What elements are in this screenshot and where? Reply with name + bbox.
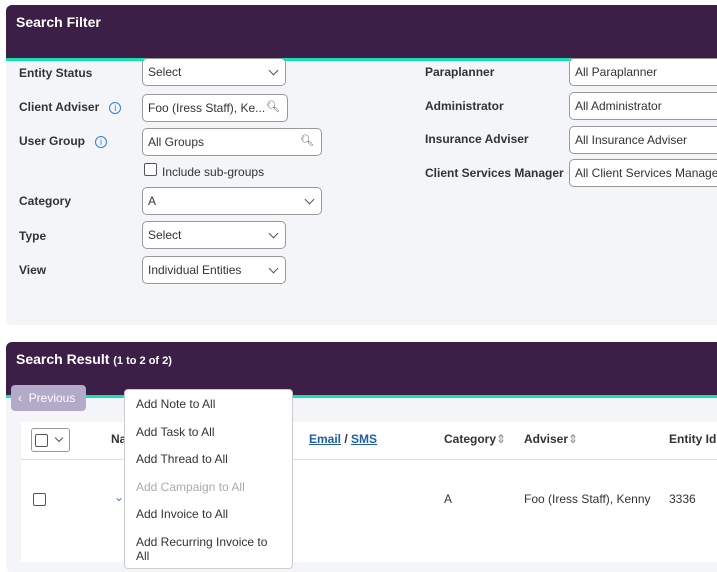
menu-add-task[interactable]: Add Task to All — [136, 424, 215, 439]
menu-add-note[interactable]: Add Note to All — [136, 397, 216, 411]
administrator-label: Administrator — [425, 99, 504, 113]
email-link[interactable]: Email — [309, 432, 342, 446]
sort-icon: ⇕ — [568, 432, 579, 446]
expand-chevron-icon[interactable]: ⌄ — [114, 490, 125, 504]
title-text: Search Result — [16, 351, 110, 367]
label: Previous — [28, 391, 76, 405]
paraplanner-label: Paraplanner — [425, 65, 495, 79]
user-group-input[interactable]: All Groups 🔍︎ — [142, 128, 322, 156]
value: Select — [148, 65, 182, 79]
menu-add-thread[interactable]: Add Thread to All — [136, 452, 228, 467]
value: All Insurance Adviser — [575, 133, 688, 147]
row-entity-id: 3336 — [669, 492, 696, 506]
col-entity-id: Entity Id — [669, 432, 717, 446]
row-category: A — [444, 492, 453, 506]
chevron-down-icon — [304, 194, 315, 205]
user-group-label: User Group i — [19, 134, 108, 148]
csm-select[interactable]: All Client Services Manage — [569, 159, 717, 187]
sep: / — [341, 432, 352, 446]
include-subgroups-label: Include sub-groups — [162, 165, 265, 179]
entity-status-label: Entity Status — [19, 66, 93, 80]
info-icon[interactable]: i — [109, 102, 122, 114]
chevron-down-icon — [268, 65, 279, 76]
panel-title: Search Result (1 to 2 of 2) — [6, 342, 717, 398]
col-adviser[interactable]: Adviser⇕ — [524, 432, 578, 446]
client-adviser-label: Client Adviser i — [19, 100, 122, 114]
search-icon[interactable]: 🔍︎ — [300, 135, 314, 147]
value: A — [148, 194, 157, 208]
label-text: Client Adviser — [19, 100, 100, 114]
panel-title: Search Filter — [6, 5, 717, 61]
col-category[interactable]: Category⇕ — [444, 432, 506, 446]
paraplanner-select[interactable]: All Paraplanner — [569, 58, 717, 86]
type-select[interactable]: Select — [142, 221, 286, 249]
label-text: User Group — [19, 134, 86, 148]
col-email-sms: Email / SMS — [309, 432, 377, 446]
select-all-dropdown[interactable] — [31, 428, 70, 452]
result-count: (1 to 2 of 2) — [113, 355, 172, 367]
chevron-left-icon: ‹ — [18, 391, 22, 405]
view-select[interactable]: Individual Entities — [142, 256, 286, 284]
menu-add-recurring-invoice[interactable]: Add Recurring Invoice to All — [136, 534, 268, 563]
sms-link[interactable]: SMS — [351, 432, 378, 446]
chevron-down-icon — [54, 433, 64, 443]
menu-add-invoice[interactable]: Add Invoice to All — [136, 507, 229, 522]
include-subgroups-checkbox[interactable] — [144, 163, 157, 176]
label: Adviser — [524, 432, 569, 446]
col-name[interactable]: Na — [111, 432, 127, 446]
previous-button[interactable]: ‹ Previous — [11, 385, 86, 411]
menu-add-campaign: Add Campaign to All — [136, 479, 245, 494]
view-label: View — [19, 263, 47, 277]
value: Individual Entities — [148, 263, 242, 277]
chevron-down-icon — [268, 228, 279, 239]
info-icon[interactable]: i — [95, 136, 108, 148]
label: Category — [444, 432, 497, 446]
value: All Paraplanner — [575, 65, 658, 79]
type-label: Type — [19, 229, 47, 243]
category-select[interactable]: A — [142, 187, 322, 215]
value: All Administrator — [575, 99, 662, 113]
search-icon[interactable]: 🔍︎ — [266, 101, 280, 113]
divider — [21, 459, 717, 460]
value: All Client Services Manage — [575, 166, 717, 180]
sort-icon: ⇕ — [496, 432, 507, 446]
row-checkbox[interactable] — [33, 493, 46, 506]
client-adviser-input[interactable]: Foo (Iress Staff), Ke... 🔍︎ — [142, 94, 288, 122]
value: All Groups — [148, 135, 205, 149]
row-adviser: Foo (Iress Staff), Kenny — [524, 492, 651, 506]
value: Select — [148, 228, 182, 242]
entity-status-select[interactable]: Select — [142, 58, 286, 86]
insurance-adviser-select[interactable]: All Insurance Adviser — [569, 126, 717, 154]
csm-label: Client Services Manager — [425, 166, 564, 180]
bulk-actions-menu: Add Note to All Add Task to All Add Thre… — [124, 389, 293, 569]
category-label: Category — [19, 194, 72, 208]
administrator-select[interactable]: All Administrator — [569, 92, 717, 120]
select-all-checkbox[interactable] — [35, 434, 48, 447]
value: Foo (Iress Staff), Ke... — [148, 101, 266, 115]
insurance-adviser-label: Insurance Adviser — [425, 132, 529, 146]
chevron-down-icon — [268, 263, 279, 274]
